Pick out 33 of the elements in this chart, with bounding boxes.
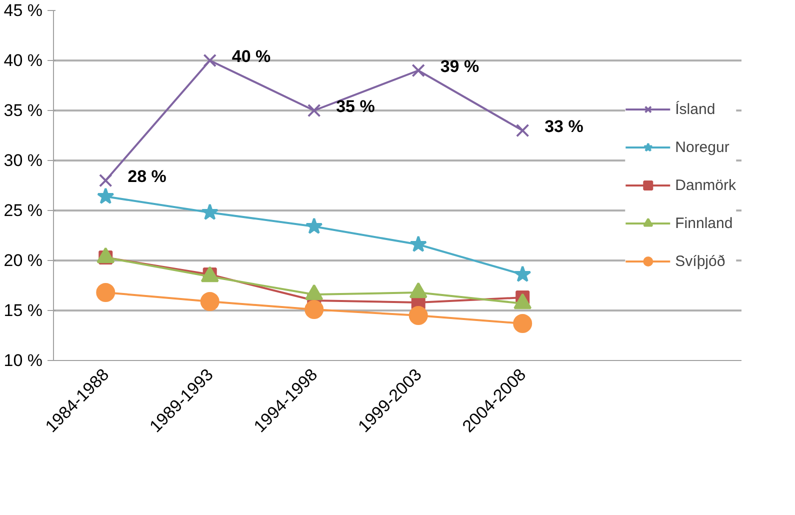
point [96,283,116,302]
y-tick-label: 25 % [4,201,42,220]
point [201,204,218,220]
data-label: 35 % [336,97,375,116]
y-tick-label: 15 % [4,301,42,320]
y-tick-label: 30 % [4,151,42,170]
data-label: 39 % [440,57,480,76]
y-tick-label: 20 % [4,251,42,270]
legend-label: Svíþjóð [675,252,726,270]
point [412,64,426,78]
point [200,292,220,311]
data-label: 40 % [232,47,271,66]
y-tick-label: 40 % [4,51,42,70]
y-tick-label: 45 % [4,1,42,20]
legend-label: Finnland [675,214,733,232]
point [410,236,427,252]
point [97,188,114,204]
point [304,300,324,319]
y-tick-label: 35 % [4,101,42,120]
point [408,306,428,325]
data-label: 28 % [128,167,166,186]
point [203,54,217,68]
legend-label: Danmörk [675,176,736,194]
data-label: 33 % [544,117,584,136]
point [98,174,112,188]
point [513,314,532,333]
point [516,124,530,138]
y-tick-label: 10 % [4,351,42,370]
point [514,266,532,282]
legend-label: Ísland [675,100,716,118]
point [307,104,321,118]
legend-label: Noregur [675,138,730,156]
point [306,218,323,234]
